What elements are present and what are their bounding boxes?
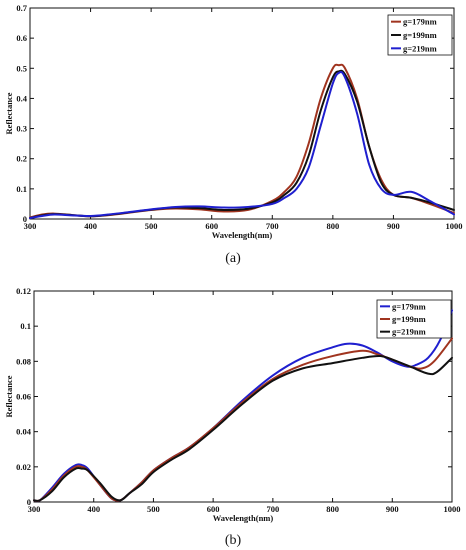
figure-caption: (b) (225, 533, 242, 548)
x-axis-label: Wavelength(nm) (212, 230, 273, 240)
y-tick-label: 0.06 (16, 392, 31, 402)
y-tick-label: 0.3 (16, 124, 27, 134)
x-axis-label: Wavelength(nm) (213, 513, 274, 523)
y-tick-label: 0.2 (16, 154, 27, 164)
x-tick-label: 600 (205, 221, 218, 231)
x-tick-label: 600 (207, 504, 220, 514)
series-line-1 (33, 309, 453, 503)
x-tick-label: 500 (147, 504, 160, 514)
chart-1: 300 400 500 600 700 800 900 1000 0 0.1 0.2 0.3 0.4 0.… (4, 3, 463, 266)
x-tick-label: 800 (326, 504, 339, 514)
y-tick-label: 0.12 (16, 286, 31, 296)
y-tick-label: 0.5 (16, 63, 27, 73)
figure-caption: (a) (225, 251, 241, 266)
plot-frame (29, 7, 455, 220)
y-tick-label: 0 (23, 214, 27, 224)
series-line-3 (29, 71, 455, 220)
y-tick-label: 0.1 (16, 184, 27, 194)
y-tick-label: 0.08 (16, 356, 31, 366)
legend-label: g=199nm (403, 30, 437, 40)
y-tick-label: 0.02 (16, 462, 31, 472)
x-tick-label: 700 (266, 504, 279, 514)
y-axis-label: Reflectance (4, 375, 14, 417)
series-line-2 (29, 69, 455, 220)
chart-2: 300 400 500 600 700 800 900 1000 0 0.02 0.04 0.06 0.… (4, 286, 461, 548)
x-tick-label: 400 (84, 221, 97, 231)
x-tick-label: 900 (387, 221, 400, 231)
x-tick-label: 900 (386, 504, 399, 514)
x-tick-label: 1000 (444, 504, 461, 514)
y-tick-label: 0.6 (16, 33, 27, 43)
x-tick-label: 800 (326, 221, 339, 231)
series-line-2 (33, 337, 453, 503)
legend-label: g=179nm (403, 17, 437, 27)
y-tick-label: 0.7 (16, 3, 27, 13)
x-tick-label: 500 (145, 221, 158, 231)
x-tick-label: 300 (24, 221, 37, 231)
y-tick-label: 0 (27, 497, 31, 507)
y-tick-label: 0.04 (16, 427, 32, 437)
x-tick-label: 300 (28, 504, 41, 514)
legend: g=179nm g=199nm g=219nm (387, 14, 453, 56)
legend-label: g=199nm (392, 314, 426, 324)
y-axis-label: Reflectance (4, 92, 14, 134)
legend-label: g=219nm (403, 43, 437, 53)
x-tick-label: 700 (266, 221, 279, 231)
x-tick-label: 400 (87, 504, 100, 514)
x-tick-label: 1000 (446, 221, 463, 231)
y-tick-label: 0.4 (16, 93, 27, 103)
series-line-3 (33, 355, 453, 502)
y-tick-label: 0.1 (20, 321, 31, 331)
legend-label: g=219nm (392, 327, 426, 337)
legend-label: g=179nm (392, 301, 426, 311)
legend: g=179nm g=199nm g=219nm (376, 299, 452, 339)
